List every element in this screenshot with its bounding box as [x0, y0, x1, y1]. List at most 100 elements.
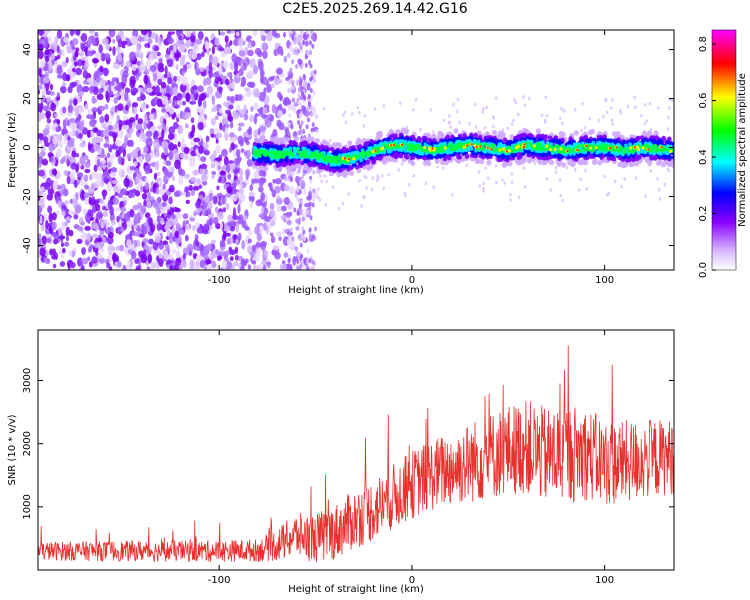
noise-blob	[283, 55, 288, 63]
noise-blob	[82, 70, 89, 79]
noise-blob	[253, 90, 261, 98]
noise-blob	[67, 104, 73, 113]
noise-blob	[192, 85, 198, 91]
noise-blob	[289, 44, 293, 50]
noise-blob	[252, 30, 258, 37]
noise-blob	[68, 99, 74, 105]
noise-blob	[108, 176, 113, 182]
noise-blob	[156, 98, 163, 108]
noise-blob	[271, 104, 276, 114]
noise-blob	[69, 261, 76, 269]
noise-blob	[116, 215, 120, 223]
noise-blob	[152, 183, 157, 194]
noise-blob	[140, 30, 148, 36]
noise-blob	[157, 209, 161, 215]
noise-blob	[291, 97, 295, 103]
noise-blob	[170, 49, 174, 58]
signal-cell	[355, 140, 361, 147]
signal-cell	[611, 131, 617, 137]
noise-blob	[260, 260, 268, 266]
noise-blob	[67, 86, 73, 94]
noise-blob	[146, 87, 153, 93]
noise-blob	[174, 159, 181, 170]
noise-blob	[209, 128, 215, 135]
noise-blob	[301, 216, 305, 222]
noise-blob	[212, 105, 218, 112]
noise-blob	[38, 169, 45, 177]
noise-blob	[308, 258, 312, 264]
noise-blob	[176, 92, 183, 101]
noise-blob	[42, 76, 50, 84]
noise-blob	[145, 130, 153, 138]
noise-blob	[215, 157, 222, 162]
noise-blob	[291, 171, 295, 177]
noise-blob	[58, 49, 62, 56]
noise-blob	[305, 209, 309, 215]
noise-blob	[221, 148, 228, 157]
noise-blob	[277, 110, 283, 118]
noise-blob	[49, 248, 54, 256]
noise-blob	[106, 181, 112, 192]
noise-blob	[100, 178, 105, 188]
noise-blob	[177, 124, 184, 135]
signal-cell	[437, 130, 443, 137]
noise-blob	[295, 218, 299, 224]
noise-blob	[291, 85, 295, 91]
spectrogram-data	[38, 30, 674, 270]
noise-blob	[86, 232, 92, 242]
noise-blob	[65, 226, 70, 237]
noise-blob	[114, 105, 118, 113]
noise-blob	[62, 204, 67, 210]
noise-blob	[237, 214, 244, 225]
noise-blob	[287, 131, 291, 137]
noise-blob	[190, 117, 195, 124]
noise-blob	[68, 249, 73, 257]
noise-blob	[189, 264, 195, 270]
noise-blob	[174, 230, 180, 239]
noise-blob	[298, 76, 302, 82]
noise-blob	[166, 229, 171, 238]
signal-cell	[558, 130, 564, 137]
noise-blob	[144, 182, 150, 190]
noise-blob	[188, 159, 196, 168]
noise-blob	[255, 242, 261, 249]
noise-blob	[239, 138, 244, 147]
noise-blob	[43, 257, 48, 264]
noise-blob	[228, 147, 232, 153]
noise-blob	[256, 233, 262, 242]
noise-blob	[270, 235, 276, 244]
noise-blob	[186, 243, 194, 253]
noise-blob	[286, 220, 292, 226]
noise-blob	[218, 107, 223, 115]
noise-blob	[47, 188, 54, 196]
noise-blob	[178, 100, 183, 106]
noise-blob	[148, 53, 153, 61]
signal-cell	[431, 133, 437, 140]
noise-blob	[302, 80, 308, 89]
noise-blob	[73, 214, 79, 220]
noise-blob	[115, 245, 120, 252]
signal-cell	[291, 140, 297, 145]
noise-blob	[129, 35, 136, 45]
noise-blob	[61, 156, 66, 163]
signal-cell	[502, 137, 508, 143]
noise-blob	[200, 156, 207, 163]
noise-blob	[101, 219, 106, 229]
noise-blob	[131, 102, 139, 108]
noise-blob	[247, 238, 252, 244]
signal-cell	[644, 157, 650, 164]
noise-blob	[206, 219, 211, 227]
noise-blob	[244, 226, 251, 231]
noise-blob	[81, 232, 87, 242]
noise-blob	[147, 38, 153, 45]
noise-blob	[220, 114, 228, 119]
noise-blob	[71, 45, 76, 51]
noise-blob	[49, 91, 56, 96]
signal-cell	[503, 161, 509, 167]
noise-blob	[87, 36, 92, 46]
noise-blob	[177, 166, 183, 176]
noise-blob	[114, 191, 118, 197]
noise-blob	[189, 100, 197, 105]
noise-blob	[310, 127, 314, 133]
noise-blob	[118, 30, 125, 38]
